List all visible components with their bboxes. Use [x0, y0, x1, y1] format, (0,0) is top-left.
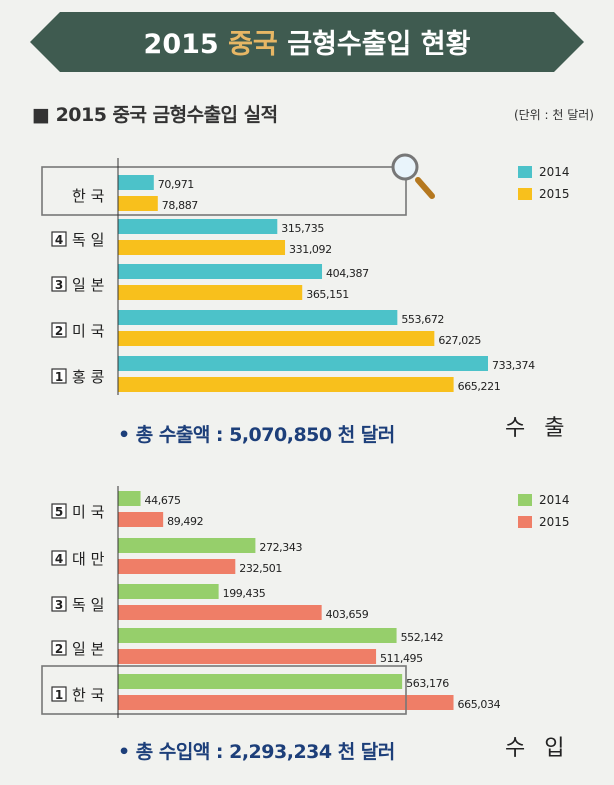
bar-2014-0 [118, 175, 154, 190]
bar-2014-4 [118, 356, 488, 371]
data-label: 199,435 [223, 587, 266, 600]
bar-2014-2 [118, 584, 219, 599]
legend-swatch-2015 [518, 516, 532, 528]
rank-box-0-3 [51, 322, 67, 338]
category-label: 미 국 [72, 322, 105, 340]
data-label: 627,025 [438, 334, 481, 347]
bar-2014-2 [118, 264, 323, 279]
rank-number: 1 [55, 688, 63, 702]
highlight-box [41, 665, 407, 715]
bar-2014-4 [118, 674, 403, 689]
rank-number: 3 [55, 598, 63, 612]
title-rest: 금형수출입 현황 [287, 29, 470, 60]
category-label: 일 본 [72, 276, 104, 294]
data-label: 733,374 [492, 359, 535, 372]
category-label: 독 일 [72, 596, 104, 614]
page-title: 2015 중국 금형수출입 현황 [144, 29, 471, 60]
magnifier-lens [391, 153, 419, 181]
bar-2015-4 [118, 695, 454, 710]
data-label: 404,387 [326, 267, 369, 280]
rank-box-1-0 [51, 503, 67, 519]
data-label: 511,495 [380, 652, 423, 665]
category-label: 홍 콩 [72, 368, 104, 386]
bar-2015-2 [118, 605, 322, 620]
category-label: 일 본 [72, 640, 104, 658]
unit-label: (단위 : 천 달러) [513, 108, 594, 122]
data-label: 563,176 [406, 677, 449, 690]
bar-2015-2 [118, 285, 303, 300]
data-label: 272,343 [259, 541, 302, 554]
data-label: 70,971 [158, 178, 194, 191]
bar-2015-3 [118, 649, 377, 664]
rank-number: 4 [55, 233, 63, 247]
title-country: 중국 [228, 29, 278, 60]
import-chart: 5 미 국 44,675 89,492 4 대 만 272,343 232,501 3 독 일 19… [41, 486, 570, 718]
legend-label-2014: 2014 [539, 165, 570, 179]
section-subtitle: ■ 2015 중국 금형수출입 실적 [32, 104, 278, 126]
bar-2015-1 [118, 559, 236, 574]
magnifier-handle [415, 177, 435, 199]
legend-swatch-2014 [518, 494, 532, 506]
category-label: 한 국 [72, 187, 105, 205]
data-label: 665,034 [458, 698, 501, 711]
legend-label-2015: 2015 [539, 515, 570, 529]
rank-box-1-1 [51, 550, 67, 566]
rank-number: 1 [55, 370, 63, 384]
rank-box-1-3 [51, 640, 67, 656]
rank-number: 2 [55, 324, 63, 338]
bar-2015-4 [118, 377, 454, 392]
bar-2014-3 [118, 628, 397, 643]
category-label: 대 만 [72, 550, 105, 568]
import-corner-label: 수 입 [505, 736, 571, 761]
legend-swatch-2015 [518, 188, 532, 200]
data-label: 552,142 [401, 631, 444, 644]
data-label: 665,221 [458, 380, 501, 393]
bar-2014-1 [118, 219, 278, 234]
bar-2014-1 [118, 538, 256, 553]
legend-swatch-2014 [518, 166, 532, 178]
data-label: 553,672 [401, 313, 444, 326]
data-label: 44,675 [145, 494, 181, 507]
rank-number: 5 [55, 505, 63, 519]
bar-2015-0 [118, 196, 158, 211]
title-banner-shape [30, 12, 584, 72]
data-label: 89,492 [167, 515, 203, 528]
rank-box-0-2 [51, 276, 67, 292]
export-corner-label: 수 출 [505, 416, 571, 441]
export-chart: 한 국 70,971 78,887 4 독 일 315,735 331,092 3 일 본 404… [41, 153, 570, 395]
legend-label-2014: 2014 [539, 493, 570, 507]
rank-number: 3 [55, 278, 63, 292]
rank-box-0-1 [51, 231, 67, 247]
bar-2014-0 [118, 491, 141, 506]
bar-2015-1 [118, 240, 286, 255]
rank-number: 4 [55, 552, 63, 566]
rank-number: 2 [55, 642, 63, 656]
bar-2015-3 [118, 331, 435, 346]
rank-box-1-2 [51, 596, 67, 612]
data-label: 331,092 [289, 243, 332, 256]
rank-box-0-4 [51, 368, 67, 384]
highlight-box [41, 166, 407, 216]
data-label: 232,501 [239, 562, 282, 575]
data-label: 78,887 [162, 199, 198, 212]
title-year: 2015 [144, 29, 219, 60]
bar-2014-3 [118, 310, 398, 325]
import-total: • 총 수입액 : 2,293,234 천 달러 [118, 741, 395, 763]
bar-2015-0 [118, 512, 164, 527]
category-label: 독 일 [72, 231, 104, 249]
legend-label-2015: 2015 [539, 187, 570, 201]
category-label: 한 국 [72, 686, 105, 704]
data-label: 365,151 [306, 288, 349, 301]
rank-box-1-4 [51, 686, 67, 702]
data-label: 403,659 [326, 608, 369, 621]
export-total: • 총 수출액 : 5,070,850 천 달러 [118, 424, 395, 446]
category-label: 미 국 [72, 503, 105, 521]
data-label: 315,735 [281, 222, 324, 235]
title-banner: 2015 중국 금형수출입 현황 [30, 12, 584, 72]
magnifier-icon [391, 153, 435, 199]
